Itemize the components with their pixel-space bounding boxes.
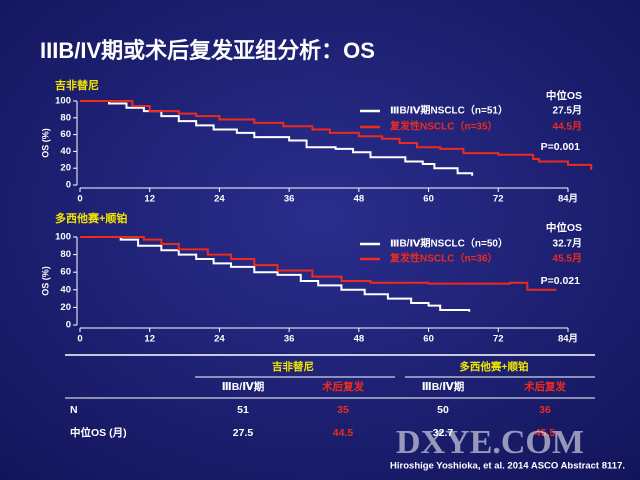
x-tick-label: 12 (144, 334, 155, 345)
x-tick-label: 36 (284, 194, 295, 205)
p-value: P=0.021 (541, 275, 581, 287)
median-label: 45.5月 (553, 253, 582, 265)
median-label: 27.5月 (553, 105, 582, 117)
p-value: P=0.001 (541, 141, 581, 153)
table-subheader: ⅢB/Ⅳ期 (422, 380, 464, 393)
survival-curve (80, 100, 593, 170)
y-tick-label: 20 (60, 163, 71, 174)
x-tick-label: 12 (144, 194, 155, 205)
x-tick-label: 84月 (558, 334, 578, 345)
table-subheader: 术后复发 (321, 380, 364, 393)
y-tick-label: 20 (60, 302, 71, 313)
x-tick-label: 48 (354, 194, 365, 205)
y-tick-label: 40 (60, 284, 71, 295)
median-header: 中位OS (546, 221, 582, 234)
y-tick-label: 60 (60, 129, 71, 140)
x-tick-label: 84月 (558, 194, 578, 205)
x-tick-label: 0 (77, 334, 82, 345)
y-tick-label: 60 (60, 267, 71, 278)
citation: Hiroshige Yoshioka, et al. 2014 ASCO Abs… (390, 461, 625, 472)
x-tick-label: 48 (354, 334, 365, 345)
y-tick-label: 80 (60, 112, 71, 123)
table-subheader: ⅢB/Ⅳ期 (222, 380, 264, 393)
watermark: DXYE.COM (396, 424, 584, 461)
table-cell: 50 (437, 404, 449, 416)
x-tick-label: 0 (77, 194, 82, 205)
table-group-header: 多西他赛+顺铂 (459, 360, 528, 373)
y-tick-label: 40 (60, 146, 71, 157)
y-tick-label: 0 (66, 180, 71, 191)
y-axis-label: OS (%) (40, 266, 50, 296)
table-cell: 中位OS (月) (70, 426, 127, 439)
chart-title: 吉非替尼 (55, 78, 99, 92)
x-tick-label: 72 (493, 194, 504, 205)
x-tick-label: 60 (423, 334, 434, 345)
table-cell: 32.7 (433, 427, 454, 439)
x-tick-label: 72 (493, 334, 504, 345)
x-tick-label: 24 (214, 194, 225, 205)
table-cell: 51 (237, 404, 249, 416)
table-cell: 35 (337, 404, 349, 416)
survival-curve (80, 236, 557, 291)
median-label: 32.7月 (553, 238, 582, 250)
y-tick-label: 80 (60, 249, 71, 260)
x-tick-label: 24 (214, 334, 225, 345)
table-subheader: 术后复发 (523, 380, 566, 393)
median-header: 中位OS (546, 89, 582, 102)
median-label: 44.5月 (553, 121, 582, 133)
table-cell: 27.5 (233, 427, 254, 439)
legend-label: 复发性NSCLC（n=36） (389, 252, 498, 265)
y-tick-label: 100 (55, 232, 71, 243)
survival-curve (80, 236, 471, 312)
y-tick-label: 100 (55, 96, 71, 107)
table-group-header: 吉非替尼 (272, 360, 314, 373)
table-cell: 45.5 (535, 427, 556, 439)
x-tick-label: 36 (284, 334, 295, 345)
legend-label: 复发性NSCLC（n=35） (389, 120, 498, 133)
table-cell: N (70, 404, 78, 416)
table-cell: 44.5 (333, 427, 354, 439)
chart-title: 多西他赛+顺铂 (55, 211, 127, 225)
x-tick-label: 60 (423, 194, 434, 205)
slide-title: IIIB/IV期或术后复发亚组分析：OS (40, 38, 375, 63)
legend-label: ⅢB/Ⅳ期NSCLC（n=50） (390, 237, 508, 250)
y-axis-label: OS (%) (40, 128, 50, 158)
y-tick-label: 0 (66, 320, 71, 331)
legend-label: ⅢB/Ⅳ期NSCLC（n=51） (390, 104, 508, 117)
table-cell: 36 (539, 404, 551, 416)
